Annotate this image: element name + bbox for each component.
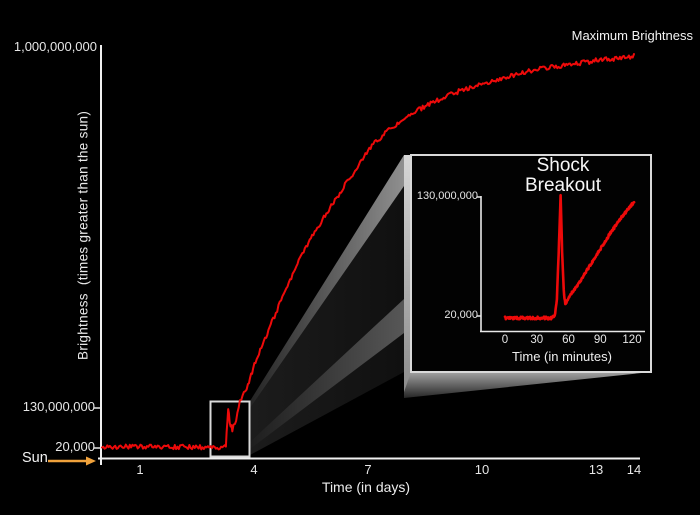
inset-xtick-label: 30: [530, 334, 544, 346]
inset-xtick-label: 0: [501, 334, 509, 346]
inset-ytick-label-130m: 130,000,000: [416, 190, 478, 202]
main-x-axis-title: Time (in days): [321, 479, 411, 495]
inset-bevel-bottom: [404, 372, 651, 398]
main-xtick-label: 14: [626, 462, 642, 477]
main-y-tick-marks: [93, 407, 100, 449]
sun-label: Sun: [22, 450, 48, 466]
inset-xtick-label: 90: [593, 334, 607, 346]
inset-bevel-left: [404, 155, 411, 392]
main-xtick-label: 13: [588, 462, 604, 477]
maximum-brightness-label: Maximum Brightness: [571, 28, 693, 43]
main-ytick-label-1e9: 1,000,000,000: [13, 39, 97, 54]
main-xtick-label: 7: [364, 462, 372, 477]
main-light-curve: [101, 53, 635, 451]
inset-title: Shock Breakout: [524, 155, 602, 196]
inset-x-axis-title: Time (in minutes): [512, 349, 612, 364]
inset-axes: [480, 196, 645, 333]
zoom-cone-upper-band: [250, 155, 404, 408]
inset-panel: [410, 154, 652, 373]
inset-light-curve: [503, 193, 636, 321]
sun-arrow-icon: [48, 456, 96, 466]
inset-xtick-label: 120: [622, 334, 642, 346]
main-ytick-label-20k: 20,000: [55, 439, 95, 454]
zoom-cone-lower-band: [250, 299, 404, 449]
zoom-source-box: [209, 400, 251, 458]
inset-xtick-label: 60: [562, 334, 575, 346]
main-y-axis-title: Brightness (times greater than the sun): [75, 110, 91, 360]
main-xtick-label: 1: [136, 462, 144, 477]
main-ytick-label-130m: 130,000,000: [22, 399, 95, 414]
main-xtick-label: 10: [474, 462, 490, 477]
main-xtick-label: 4: [250, 462, 258, 477]
inset-ytick-label-20k: 20,000: [444, 309, 478, 321]
inset-y-tick-marks: [476, 196, 481, 317]
